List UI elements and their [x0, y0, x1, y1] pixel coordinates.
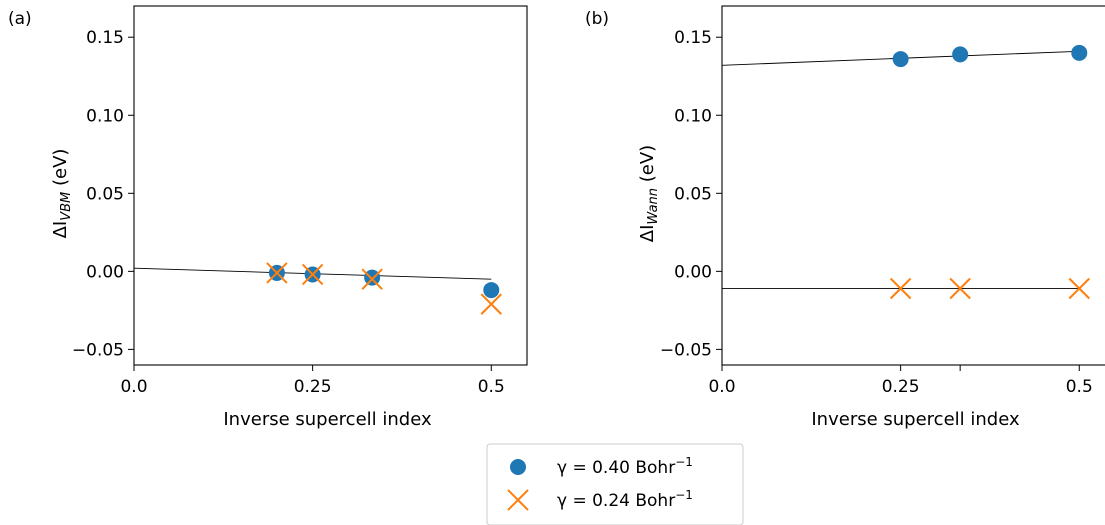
data-point-x — [1068, 277, 1090, 300]
data-point-x — [361, 268, 383, 290]
y-tick-label: 0.15 — [86, 28, 124, 48]
panel-label: (b) — [585, 9, 609, 29]
data-point-circle — [1071, 44, 1088, 61]
y-tick-label: 0.15 — [674, 28, 712, 48]
y-tick-label: 0.00 — [674, 262, 712, 282]
x-tick-label: 0.25 — [294, 377, 332, 397]
y-tick-label: 0.00 — [86, 262, 124, 282]
legend-entry-label: γ = 0.24 Bohr−1 — [557, 488, 693, 511]
panel-b: 0.0 0.25 0.5 −0.05 0.00 0.05 0.10 0.15 Inverse s… — [585, 5, 1105, 430]
panel-a: 0.0 0.25 0.5 −0.05 0.00 0.05 0.10 0.15 Inverse s… — [8, 5, 528, 430]
y-tick-label: −0.05 — [660, 340, 712, 360]
y-tick-label: 0.05 — [674, 184, 712, 204]
data-point-x — [301, 263, 324, 286]
x-tick-label: 0.5 — [1066, 377, 1093, 397]
x-tick-label: 0.25 — [882, 377, 920, 397]
data-point-circle — [483, 282, 500, 299]
data-point-circle — [892, 51, 909, 68]
x-tick-label: 0.0 — [120, 377, 147, 397]
y-tick-label: 0.10 — [86, 106, 124, 126]
plot-frame — [133, 5, 528, 366]
x-axis-label: Inverse supercell index — [811, 409, 1020, 430]
legend-entry-label: γ = 0.40 Bohr−1 — [557, 455, 693, 478]
data-point-x — [889, 277, 912, 300]
y-tick-label: −0.05 — [72, 340, 124, 360]
legend-marker-circle — [510, 459, 526, 475]
legend-marker-x — [507, 489, 529, 511]
panel-label: (a) — [8, 9, 32, 29]
legend-box — [486, 443, 744, 525]
y-axis-label: ΔIVBM (eV) — [50, 149, 74, 239]
data-point-circle — [364, 269, 381, 286]
y-tick-label: 0.10 — [674, 106, 712, 126]
x-axis-label: Inverse supercell index — [223, 409, 432, 430]
y-axis-label: ΔIWann (eV) — [637, 145, 661, 242]
data-point-x — [266, 262, 288, 284]
legend: γ = 0.40 Bohr−1 γ = 0.24 Bohr−1 — [486, 443, 744, 525]
x-tick-label: 0.0 — [708, 377, 735, 397]
data-point-x — [949, 277, 971, 300]
plot-frame — [721, 5, 1105, 366]
y-tick-label: 0.05 — [86, 184, 124, 204]
data-point-x — [480, 293, 502, 315]
data-point-circle — [952, 46, 969, 63]
x-tick-label: 0.5 — [478, 377, 505, 397]
